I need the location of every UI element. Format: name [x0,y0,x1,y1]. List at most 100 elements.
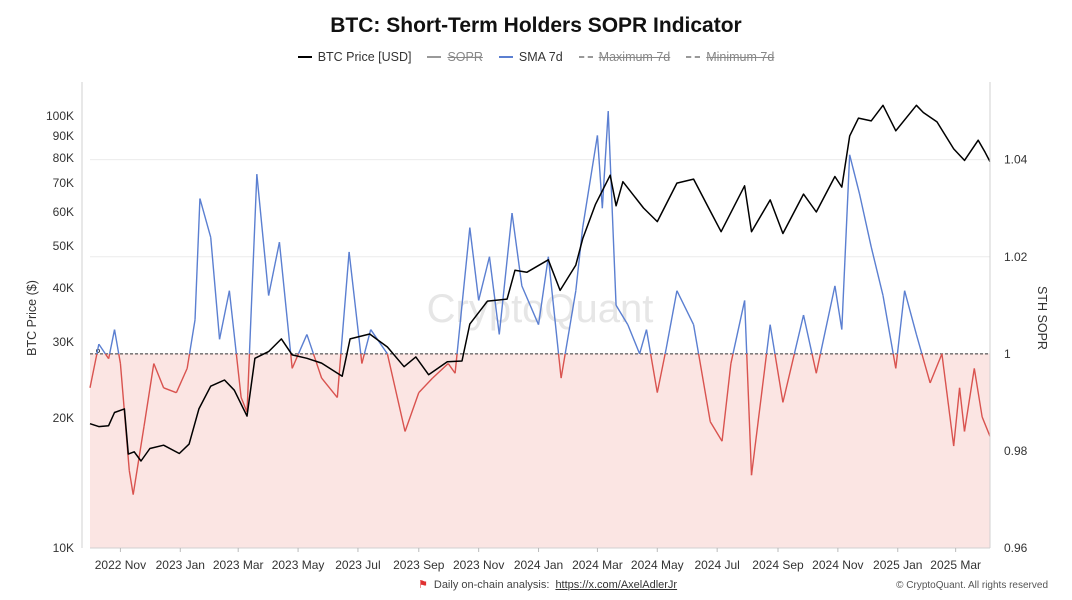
sma-segment [498,212,513,335]
sma-segment [941,353,955,447]
y-left-tick-label: 80K [53,151,74,165]
sma-segment [199,198,212,238]
sma-segment [235,353,242,398]
sma-segment [477,256,491,301]
sma-segment [811,353,817,374]
copyright-notice: © CryptoQuant. All rights reserved [896,580,1048,591]
y-left-tick-label: 70K [53,176,74,190]
sma-segment [321,377,338,398]
sma-segment [750,353,768,476]
sma-segment [107,353,111,359]
x-tick-label: 2024 Sep [752,558,804,572]
sma-segment [841,154,851,330]
x-tick-label: 2023 Sep [393,558,445,572]
sma-segment [278,242,292,354]
sma-segment [432,363,449,379]
legend: BTC Price [USD] SOPR SMA 7d Maximum 7d M… [0,50,1072,64]
legend-label-minimum: Minimum 7d [706,50,775,64]
sma-segment [246,353,251,413]
sma-segment [627,324,641,355]
below-threshold-area [90,353,990,548]
sma-segment [469,227,480,301]
sma-segment [730,353,734,364]
footer-analysis-url[interactable]: https://x.com/AxelAdlerJr [555,578,678,591]
sma-segment [575,227,584,291]
sma-segment [290,353,293,369]
legend-swatch-sopr [427,56,442,58]
footer-analysis-link: ⚑ Daily on-chain analysis: https://x.com… [418,578,678,592]
x-tick-label: 2023 Mar [213,558,264,572]
sma-segment [929,353,943,384]
sma-segment [676,290,695,326]
y-left-tick-label: 90K [53,129,74,143]
sma-segment [404,392,420,432]
sma-segment [228,290,238,354]
sma-segment [108,329,116,354]
legend-label-sopr: SOPR [447,50,483,64]
x-tick-label: 2024 Mar [572,558,623,572]
sma-segment [511,212,523,286]
y-left-tick-label: 40K [53,281,74,295]
legend-item-maximum[interactable]: Maximum 7d [578,50,671,64]
y-left-tick-label: 20K [53,411,74,425]
sma-segment [638,329,648,355]
sma-segment [218,290,231,340]
x-tick-label: 2024 Nov [812,558,863,572]
x-tick-label: 2024 Jul [694,558,739,572]
legend-label-sma: SMA 7d [518,50,563,64]
sma-segment [819,285,836,354]
flag-icon: ⚑ [418,579,428,591]
legend-swatch-sma [498,56,513,58]
sma-segment [447,363,456,374]
sma-segment [248,174,258,354]
sma-segment [958,387,966,432]
legend-swatch-price [297,56,312,58]
sma-segment [488,256,500,335]
x-tick-label: 2025 Mar [930,558,981,572]
legend-label-maximum: Maximum 7d [598,50,671,64]
legend-item-sma[interactable]: SMA 7d [498,50,563,64]
sma-segment [774,353,784,403]
x-tick-label: 2022 Nov [95,558,146,572]
sma-segment [118,353,122,364]
legend-label-price: BTC Price [USD] [317,50,412,64]
sma-segment [163,387,177,394]
sma-segment [89,353,98,388]
y-right-axis-title: STH SOPR [1035,286,1049,350]
sma-segment [709,421,723,442]
sma-segment [596,135,604,209]
sma-segment [721,363,732,442]
price-series [89,104,991,462]
sma-segment [769,324,776,354]
legend-item-price[interactable]: BTC Price [USD] [297,50,412,64]
sma-segment [113,329,120,354]
sma-segment [336,353,342,398]
sma-segment [297,334,308,355]
sma-segment [692,324,700,354]
sma-segment [802,314,813,354]
axes: 10K 20K 30K 40K 50K 60K 70K 80K 90K 100K 0.96 0.98 1… [46,82,1028,572]
sma-segment [848,154,861,194]
sma-series [89,111,991,495]
x-tick-label: 2024 Jan [514,558,563,572]
sma-segment [128,470,134,495]
sma-segment [649,353,658,393]
legend-item-minimum[interactable]: Minimum 7d [686,50,774,64]
sma-segment [601,111,609,209]
legend-item-sopr[interactable]: SOPR [427,50,483,64]
sma-segment [267,242,281,296]
sma-segment [921,353,931,384]
sma-segment [746,353,753,476]
y-right-tick-label: 0.96 [1004,541,1028,555]
sma-segment [98,343,106,355]
sma-segment [896,290,906,354]
sma-segment [858,193,872,248]
sma-segment [143,363,155,427]
y-left-tick-label: 30K [53,335,74,349]
sma-segment [665,290,678,350]
y-left-axis-title: BTC Price ($) [25,280,39,356]
chart-title: BTC: Short-Term Holders SOPR Indicator [330,14,742,37]
sma-segment [456,227,471,354]
sma-segment [782,353,796,403]
